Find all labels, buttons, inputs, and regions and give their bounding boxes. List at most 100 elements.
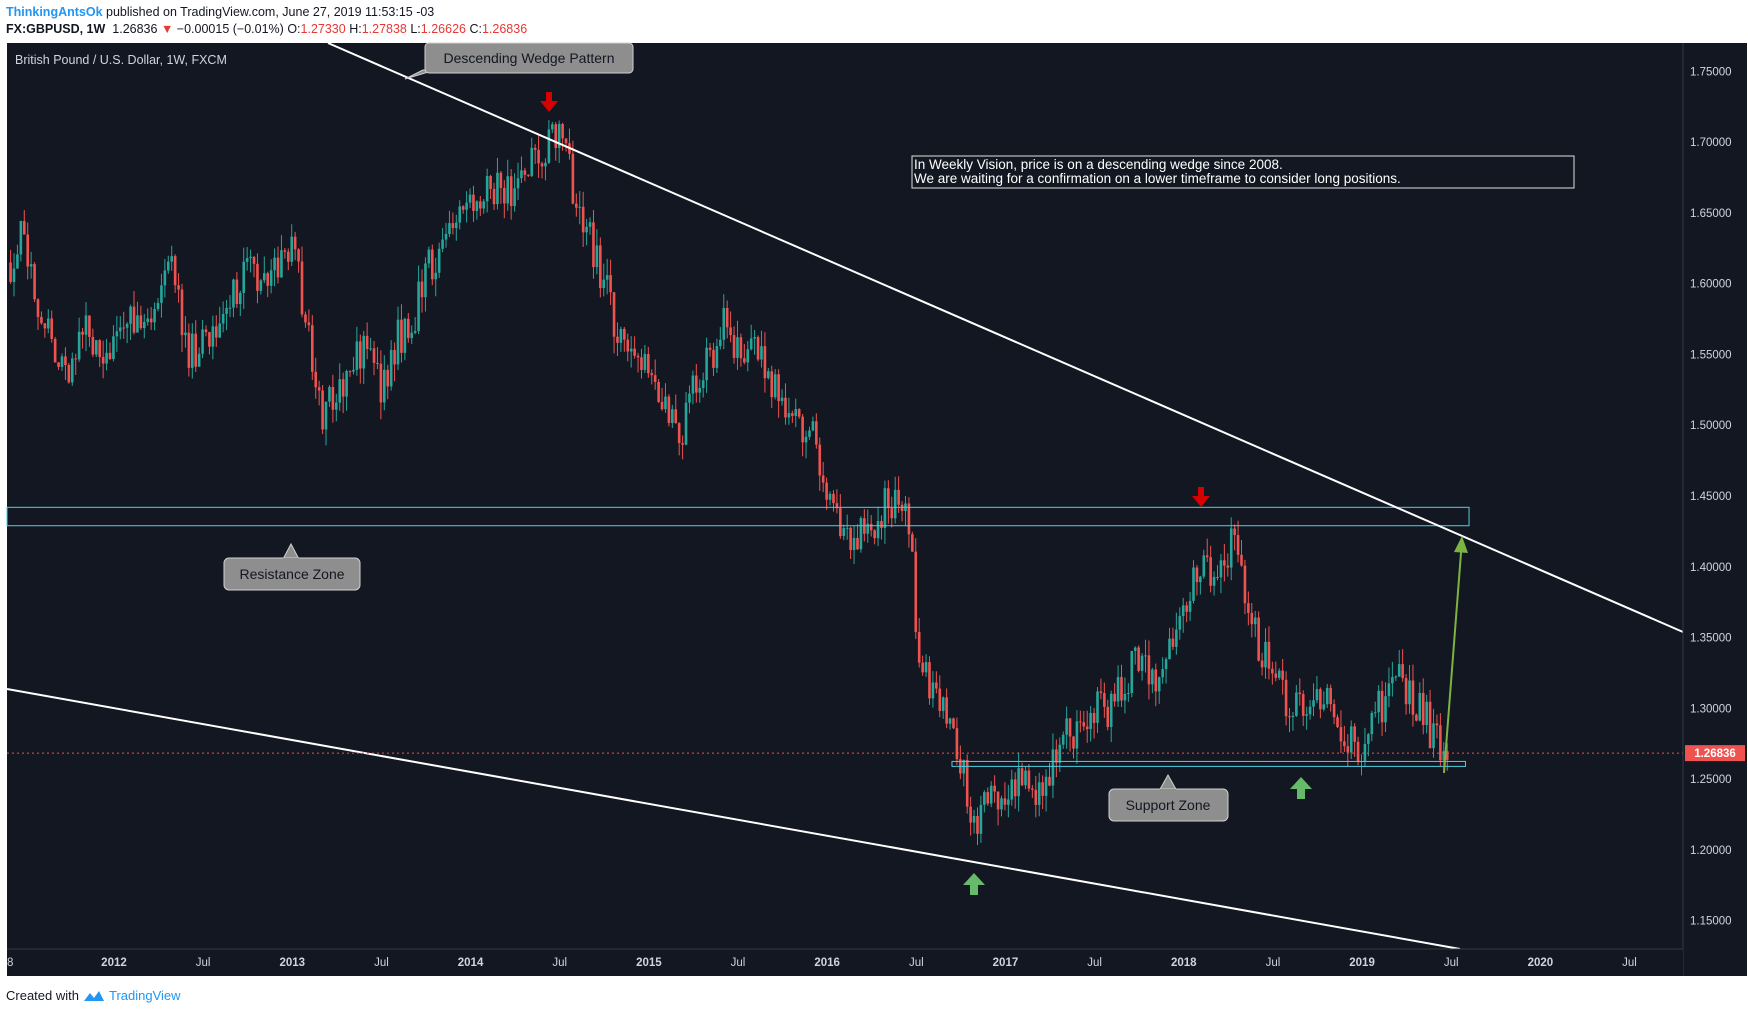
candle-body (1277, 670, 1281, 678)
candle-body (1007, 799, 1010, 805)
candle-body (1178, 616, 1182, 630)
candle-body (461, 206, 465, 210)
candle-body (1295, 692, 1298, 716)
support-zone[interactable] (951, 760, 1466, 767)
candle-body (324, 401, 328, 430)
candle-body (619, 328, 623, 343)
candle-body (139, 315, 143, 329)
candle-body (681, 443, 684, 445)
candle-body (331, 386, 335, 410)
candle-body (1209, 557, 1212, 586)
candle-body (832, 493, 835, 504)
candle-body (389, 349, 393, 387)
candle-body (465, 202, 468, 210)
candle-body (166, 261, 170, 271)
close-label: C: (469, 22, 482, 36)
candle-body (1024, 770, 1027, 786)
author-link[interactable]: ThinkingAntsOk (6, 5, 103, 19)
candle-body (1216, 576, 1219, 578)
candle-body (671, 409, 674, 423)
candle-body (372, 348, 376, 363)
candle-body (26, 234, 30, 267)
candle-body (1079, 721, 1082, 723)
candle-body (1301, 694, 1305, 716)
candle-body (1442, 751, 1446, 761)
time-tick-label: Jul (552, 957, 567, 969)
candle-body (842, 528, 846, 537)
last-price: 1.26836 (112, 22, 158, 36)
candle-body (1195, 567, 1199, 583)
candle-body (705, 347, 708, 381)
candle-body (1391, 677, 1394, 684)
candle-body (149, 318, 153, 323)
candle-body (142, 321, 146, 329)
candle-body (1253, 617, 1257, 625)
time-axis[interactable] (7, 949, 1683, 976)
candle-body (1068, 718, 1072, 737)
wedge-upper-trendline[interactable] (327, 42, 1684, 633)
resistance-zone[interactable] (6, 506, 1470, 527)
candle-body (1425, 701, 1428, 726)
projection-arrow[interactable] (1443, 536, 1468, 774)
candle-body (1281, 670, 1284, 680)
candle-body (780, 397, 784, 402)
support-callout[interactable]: Support Zone (1108, 773, 1229, 822)
candle-body (57, 362, 60, 367)
candle-body (286, 251, 290, 262)
candle-body (530, 147, 534, 176)
candle-body (554, 124, 558, 148)
candle-body (410, 332, 414, 339)
price-axis[interactable] (1683, 43, 1747, 976)
close-value: 1.26836 (481, 22, 528, 36)
candle-body (1164, 659, 1168, 670)
candle-body (1055, 749, 1058, 763)
candle-body (1072, 736, 1075, 749)
candle-body (88, 315, 91, 337)
candle-body (194, 333, 198, 367)
candle-body (297, 249, 300, 262)
candle-body (1044, 776, 1048, 796)
candle-body (739, 337, 743, 359)
candle-body (362, 335, 366, 369)
candle-body (743, 358, 746, 363)
candle-body (801, 416, 804, 443)
candle-body (1144, 655, 1147, 657)
candle-body (1010, 779, 1014, 800)
candle-body (136, 315, 139, 333)
footer-brand[interactable]: TradingView (108, 988, 181, 1003)
candle-body (22, 221, 26, 235)
price-tick-label: 1.30000 (1690, 703, 1732, 715)
candle-body (698, 387, 702, 393)
candle-body (379, 363, 383, 403)
candle-body (900, 504, 904, 512)
candle-body (815, 421, 818, 445)
wedge-lower-trendline[interactable] (6, 688, 1461, 950)
candle-body (413, 331, 417, 333)
candle-body (50, 318, 54, 339)
arrow-up-icon (1290, 777, 1312, 799)
candle-body (348, 371, 352, 373)
candle-body (492, 188, 496, 205)
candle-body (729, 327, 732, 336)
symbol-label[interactable]: FX:GBPUSD, 1W (6, 22, 106, 36)
candle-body (869, 523, 873, 531)
candle-body (403, 318, 407, 353)
candle-body (40, 316, 43, 324)
candle-body (311, 325, 314, 372)
candle-body (1240, 554, 1243, 566)
resistance-callout[interactable]: Resistance Zone (223, 542, 361, 591)
price-tick-label: 1.20000 (1690, 845, 1732, 857)
candle-body (317, 387, 321, 391)
candle-body (873, 530, 876, 539)
candle-body (657, 381, 660, 402)
candle-body (444, 233, 448, 240)
candle-body (955, 728, 959, 760)
analysis-note[interactable]: In Weekly Vision, price is on a descendi… (911, 155, 1575, 189)
wedge-callout[interactable]: Descending Wedge Pattern (404, 42, 634, 80)
candle-body (204, 329, 208, 333)
candle-body (688, 393, 691, 403)
candle-body (595, 245, 599, 268)
candle-body (725, 307, 729, 328)
candle-body (845, 527, 849, 529)
